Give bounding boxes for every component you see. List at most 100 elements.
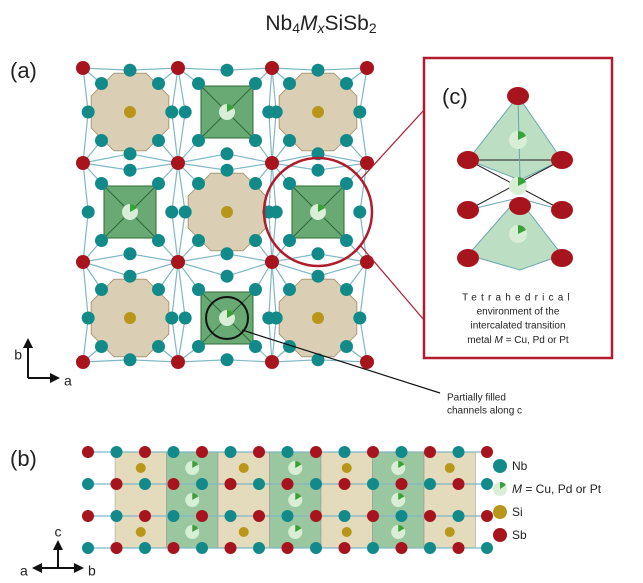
nb-atom: [152, 134, 165, 147]
si-atom: [238, 527, 249, 537]
bond: [271, 359, 319, 363]
m-occupancy: [295, 461, 302, 468]
nb-atom: [152, 340, 165, 353]
nb-atom: [481, 542, 493, 554]
nb-atom: [283, 77, 296, 90]
axis-label: b: [88, 563, 96, 579]
m-occupancy: [130, 203, 137, 212]
inset-text: metal M = Cu, Pd or Pt: [467, 335, 569, 346]
sb-atom: [167, 478, 180, 490]
sb-atom: [110, 478, 123, 490]
nb-atom: [353, 311, 367, 325]
si-atom: [312, 312, 324, 324]
nb-atom: [165, 105, 179, 119]
nb-atom: [249, 134, 262, 147]
nb-atom: [196, 478, 208, 490]
nb-atom: [338, 510, 351, 522]
nb-atom: [220, 147, 234, 161]
si-atom: [135, 527, 146, 537]
bond: [82, 67, 89, 113]
nb-atom: [340, 77, 353, 90]
sb-atom: [424, 510, 436, 522]
sb-atom: [452, 542, 465, 554]
bond: [82, 211, 89, 263]
nb-atom: [95, 283, 108, 296]
bond: [82, 253, 131, 263]
nb-atom: [220, 163, 234, 177]
nb-atom: [353, 205, 367, 219]
nb-atom: [81, 205, 95, 219]
nb-atom: [452, 446, 465, 458]
bond: [177, 359, 228, 363]
nb-atom: [269, 205, 283, 219]
nb-atom: [220, 247, 234, 261]
m-occupancy: [227, 309, 234, 318]
bond: [317, 162, 368, 171]
bond: [129, 153, 179, 164]
nb-atom: [283, 177, 296, 190]
nb-atom: [178, 105, 192, 119]
si-atom: [221, 206, 233, 218]
sb-atom: [139, 446, 151, 458]
sb-atom: [310, 510, 322, 522]
bond: [177, 162, 186, 213]
sb-atom: [265, 61, 279, 75]
nb-atom: [311, 163, 325, 177]
bond: [171, 67, 179, 113]
sb-atom: [171, 156, 185, 170]
bond: [271, 261, 277, 319]
callout-line: [241, 329, 441, 394]
si-atom: [124, 312, 136, 324]
sb-atom: [395, 542, 408, 554]
nb-atom: [192, 340, 205, 353]
nb-atom: [224, 510, 237, 522]
bond: [226, 359, 273, 363]
nb-atom: [311, 269, 325, 283]
bond: [271, 162, 277, 213]
bond: [268, 67, 273, 113]
nb-atom: [192, 234, 205, 247]
nb-atom: [283, 283, 296, 296]
sb-atom: [167, 542, 180, 554]
bond: [177, 253, 228, 263]
bond: [317, 67, 368, 71]
sb-atom: [481, 510, 493, 522]
nb-atom: [139, 542, 151, 554]
nb-atom: [283, 340, 296, 353]
nb-atom: [139, 478, 151, 490]
bond: [317, 153, 368, 164]
nb-atom: [220, 353, 234, 367]
nb-atom: [167, 510, 180, 522]
bond: [271, 153, 319, 164]
nb-atom: [167, 446, 180, 458]
bond: [177, 111, 186, 164]
nb-atom: [82, 542, 94, 554]
bond: [82, 359, 131, 363]
sb-atom: [367, 446, 379, 458]
sb-atom: [265, 156, 279, 170]
nb-atom: [340, 177, 353, 190]
nb-atom: [338, 446, 351, 458]
inset-text: environment of the: [477, 307, 560, 318]
bond: [171, 111, 179, 164]
inset-text: Tetrahedrical: [462, 293, 574, 304]
sb-atom: [265, 355, 279, 369]
nb-atom: [340, 134, 353, 147]
nb-atom: [152, 234, 165, 247]
bond: [268, 111, 273, 164]
nb-atom: [310, 542, 322, 554]
si-atom: [124, 106, 136, 118]
nb-atom: [95, 134, 108, 147]
sb-atom: [281, 478, 294, 490]
nb-atom: [220, 63, 234, 77]
m-occupancy: [192, 493, 199, 500]
nb-atom: [481, 478, 493, 490]
sb-atom: [253, 446, 265, 458]
si-atom: [341, 527, 352, 537]
bond: [177, 67, 228, 71]
bond: [271, 67, 277, 113]
inset-text: intercalated transition: [470, 321, 565, 332]
nb-atom: [192, 177, 205, 190]
nb-atom: [249, 77, 262, 90]
